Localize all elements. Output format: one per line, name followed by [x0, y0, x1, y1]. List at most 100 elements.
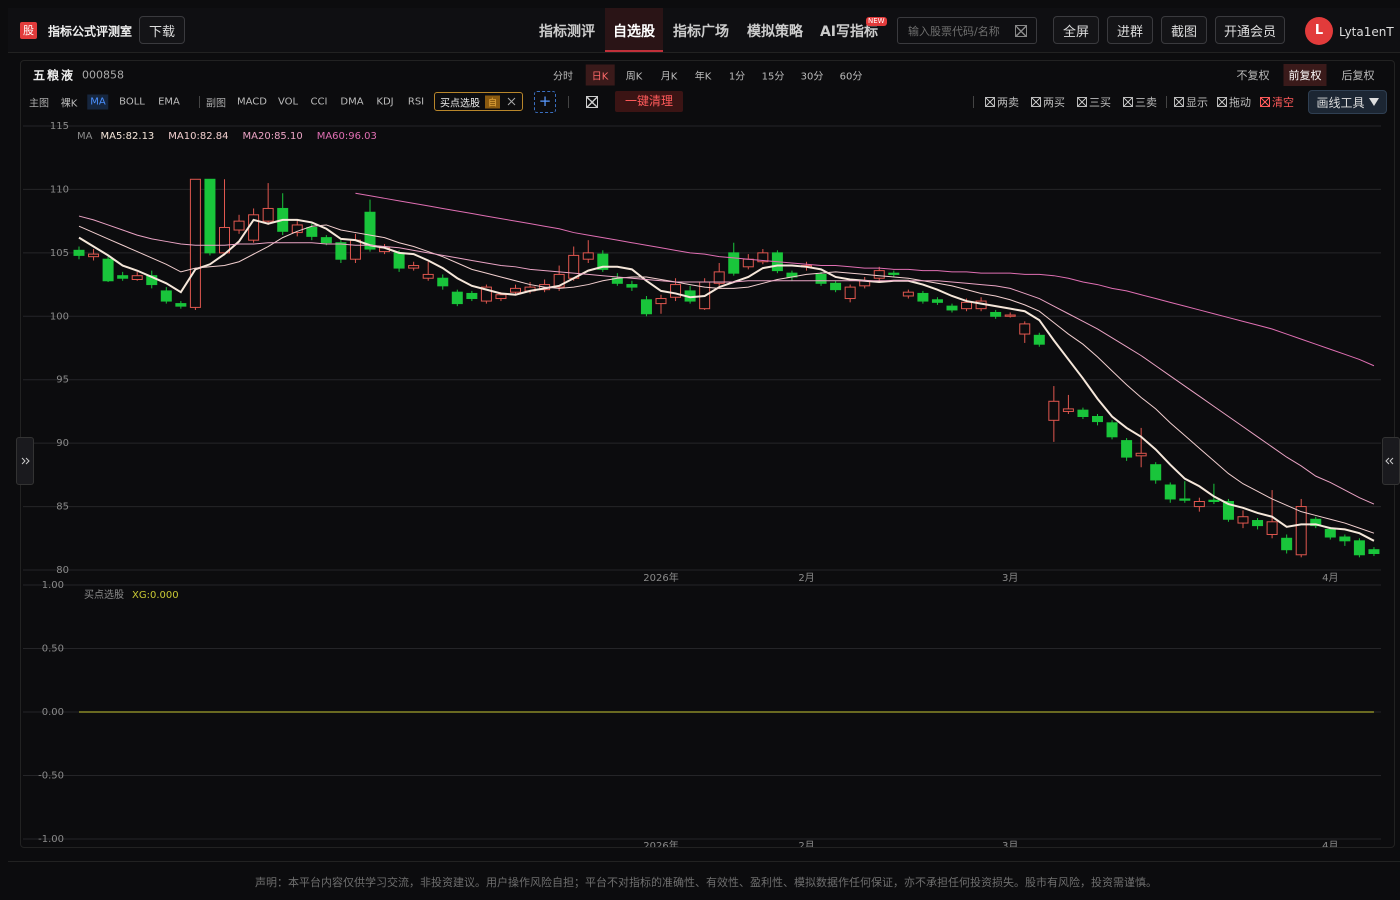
search-clear-icon[interactable] — [1015, 25, 1027, 37]
header-button[interactable]: 全屏 — [1053, 16, 1099, 44]
main-indicator[interactable]: MA — [87, 94, 109, 110]
right-handle[interactable] — [1382, 437, 1400, 485]
draw-tools-button[interactable]: 画线工具 — [1308, 90, 1387, 114]
signal-toggle[interactable]: 三卖 — [1123, 94, 1157, 110]
candle-body — [728, 252, 740, 274]
main-indicator[interactable]: 裸K — [60, 98, 78, 110]
sub-indicator[interactable]: CCI — [310, 96, 328, 108]
candle-body — [1062, 408, 1074, 412]
candle-body — [248, 214, 260, 241]
period-tab[interactable]: 年K — [694, 71, 712, 83]
close-icon[interactable] — [507, 97, 516, 106]
period-tab[interactable]: 30分 — [800, 71, 824, 83]
checkbox[interactable] — [985, 97, 995, 107]
user-name[interactable]: Lyta1enT — [1339, 25, 1394, 39]
nav-item[interactable]: 指标广场 — [673, 24, 729, 40]
period-tab[interactable]: 月K — [660, 71, 678, 83]
legend-title: MA — [77, 131, 93, 142]
candle-body — [189, 178, 201, 308]
candle-body — [626, 284, 638, 288]
signal-toggle[interactable]: 两买 — [1031, 94, 1065, 110]
candle-body — [1135, 452, 1147, 457]
checkbox[interactable] — [1031, 97, 1041, 107]
custom-tag-label: 买点选股 — [440, 98, 480, 110]
candle-body — [1281, 537, 1293, 551]
candle-body — [408, 265, 420, 269]
nav-item[interactable]: 模拟策略 — [747, 24, 803, 40]
add-button[interactable]: + — [534, 91, 556, 113]
separator — [568, 96, 569, 108]
candle-body — [160, 290, 172, 302]
period-tab[interactable]: 周K — [625, 71, 643, 83]
candle-body — [582, 252, 594, 260]
search-box[interactable]: 输入股票代码/名称 — [897, 17, 1037, 44]
toggle-icon[interactable] — [586, 96, 598, 108]
main-indicator[interactable]: BOLL — [119, 96, 145, 108]
nav-item[interactable]: AI写指标 — [819, 24, 879, 40]
y-tick-label: -0.50 — [38, 771, 64, 782]
candle-body — [291, 224, 303, 234]
chart-toggle[interactable]: 拖动 — [1217, 94, 1251, 110]
expand-icon — [21, 457, 30, 465]
y-tick-label: 110 — [50, 184, 69, 195]
separator — [1166, 96, 1167, 108]
candle-body — [466, 292, 478, 300]
chart-toggle[interactable]: 显示 — [1174, 94, 1208, 110]
period-tab[interactable]: 日K — [585, 64, 615, 86]
legend-entry: MA60:96.03 — [317, 131, 377, 142]
sub-indicator[interactable]: DMA — [340, 96, 364, 108]
period-tab[interactable]: 1分 — [728, 71, 746, 83]
candle-body — [1295, 506, 1307, 556]
checkbox[interactable] — [1123, 97, 1133, 107]
signal-toggle[interactable]: 三买 — [1077, 94, 1111, 110]
adjust-tab[interactable]: 不复权 — [1236, 69, 1270, 82]
candle-body — [713, 271, 725, 284]
x-tick-label: 2026年 — [643, 839, 678, 848]
period-tab[interactable]: 60分 — [839, 71, 863, 83]
candle-body — [1310, 518, 1322, 527]
candle-body — [830, 282, 842, 291]
y-tick-label: 80 — [56, 565, 69, 576]
sub-indicator[interactable]: RSI — [407, 96, 425, 108]
checkbox[interactable] — [1260, 97, 1270, 107]
dropdown-icon — [1368, 98, 1379, 106]
y-tick-label: -1.00 — [38, 834, 64, 845]
left-handle[interactable] — [16, 437, 34, 485]
x-tick-label: 3月 — [1002, 572, 1018, 584]
main-indicator[interactable]: EMA — [158, 96, 180, 108]
candle-body — [349, 239, 361, 260]
candle-body — [873, 270, 885, 279]
sub-indicator[interactable]: MACD — [237, 96, 267, 108]
adjust-tab[interactable]: 前复权 — [1283, 64, 1327, 86]
nav-item[interactable]: 自选股 — [613, 24, 655, 40]
header-button[interactable]: 截图 — [1161, 16, 1207, 44]
avatar[interactable]: L — [1305, 17, 1333, 45]
separator — [199, 96, 200, 108]
checkbox[interactable] — [1174, 97, 1184, 107]
sub-indicator[interactable]: KDJ — [376, 96, 394, 108]
adjust-tab[interactable]: 后复权 — [1341, 69, 1375, 82]
search-placeholder: 输入股票代码/名称 — [908, 25, 1000, 38]
line-series — [355, 192, 1375, 367]
header-button[interactable]: 进群 — [1107, 16, 1153, 44]
period-tab[interactable]: 15分 — [761, 71, 785, 83]
y-tick-label: 0.00 — [42, 707, 64, 718]
legend-entry: MA10:82.84 — [168, 131, 228, 142]
chart-toggle[interactable]: 清空 — [1260, 94, 1294, 110]
candle-body — [1048, 400, 1060, 421]
signal-toggle[interactable]: 两卖 — [985, 94, 1019, 110]
clear-all-button[interactable]: 一键清理 — [615, 91, 683, 112]
candle-body — [233, 220, 245, 231]
candle-body — [175, 303, 187, 307]
sub-indicator[interactable]: VOL — [277, 96, 299, 108]
header-button[interactable]: 开通会员 — [1215, 16, 1285, 44]
custom-tag[interactable]: 买点选股 自 — [434, 92, 523, 111]
candle-body — [1208, 499, 1220, 502]
checkbox[interactable] — [1217, 97, 1227, 107]
y-tick-label: 90 — [56, 438, 69, 449]
nav-item[interactable]: 指标测评 — [539, 24, 595, 40]
period-tab[interactable]: 分时 — [553, 71, 573, 83]
download-button[interactable]: 下载 — [139, 16, 185, 44]
y-tick-label: 85 — [56, 502, 69, 513]
checkbox[interactable] — [1077, 97, 1087, 107]
